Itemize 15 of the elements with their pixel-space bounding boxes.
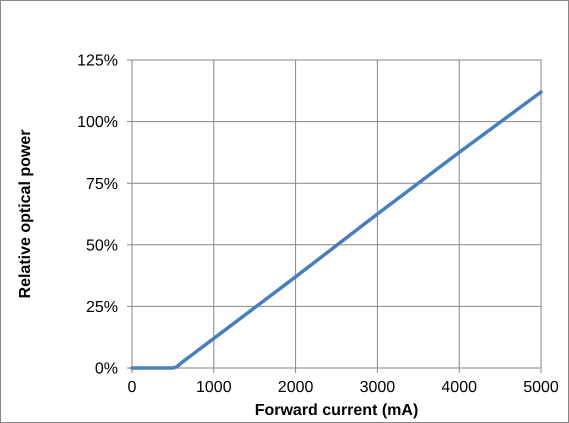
x-tick-label: 4000 [441, 379, 478, 396]
x-tick-label: 0 [128, 379, 137, 396]
line-series [130, 90, 543, 370]
y-tick-label: 25% [86, 299, 118, 316]
y-tick-label: 75% [86, 176, 118, 193]
x-tick-label: 2000 [278, 379, 314, 396]
y-tick-label: 100% [77, 114, 118, 132]
x-tick-label: 3000 [360, 379, 396, 396]
y-tick-label: 0% [94, 360, 118, 378]
x-tick-label: 5000 [523, 379, 559, 396]
y-tick-label: 50% [86, 237, 118, 254]
x-tick-label: 1000 [196, 379, 232, 396]
x-axis-title: Forward current (mA) [254, 402, 418, 419]
y-tick-label: 125% [77, 52, 118, 70]
y-axis-title: Relative optical power [17, 130, 34, 298]
